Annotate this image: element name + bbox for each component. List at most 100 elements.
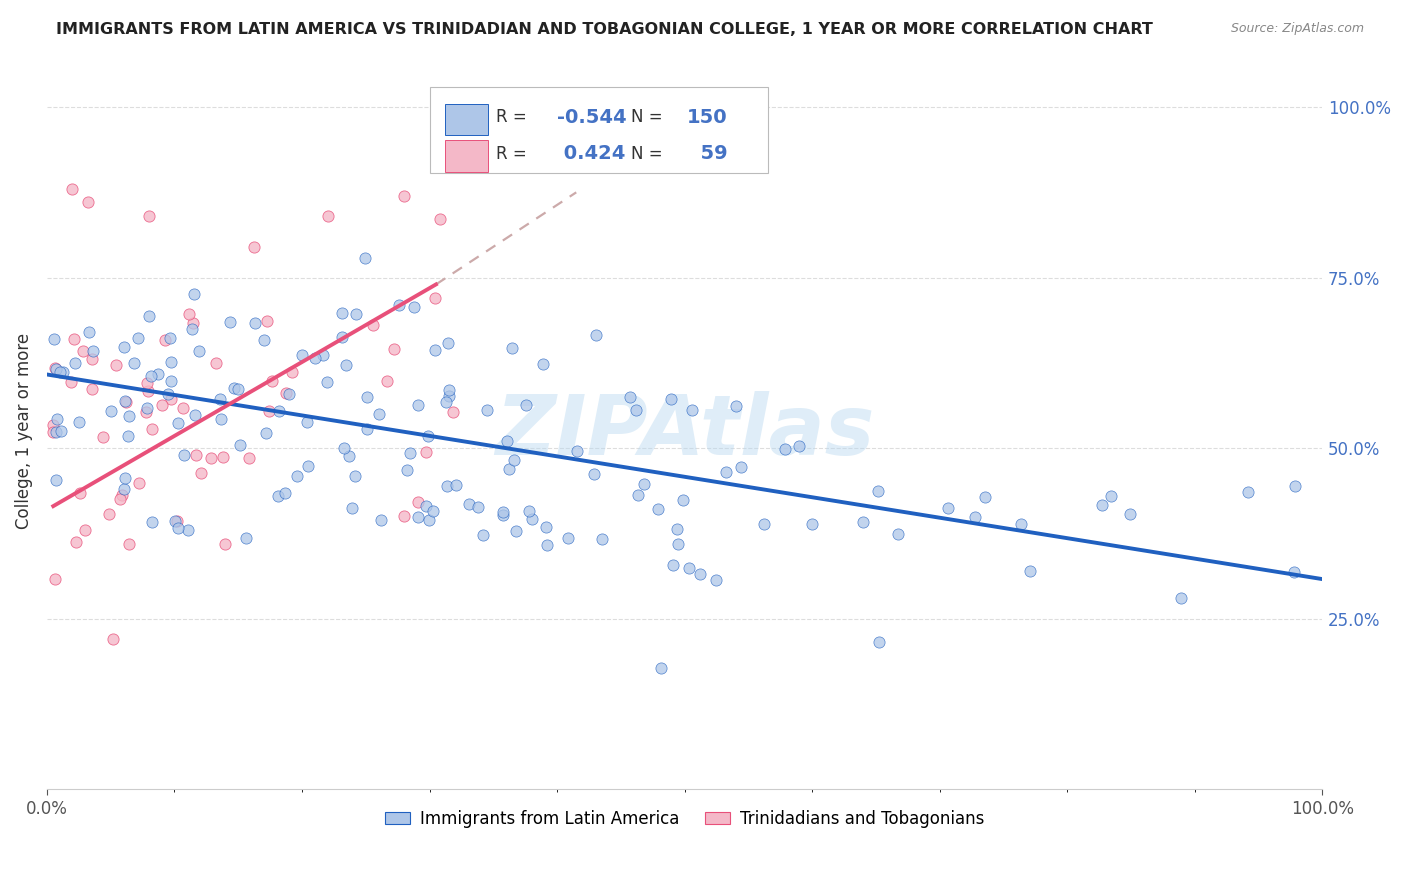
Point xyxy=(567,444,589,458)
Point xyxy=(184,448,207,462)
Point xyxy=(52,365,75,379)
Point xyxy=(180,322,202,336)
Point xyxy=(114,394,136,409)
Point xyxy=(260,374,283,388)
Point xyxy=(150,398,173,412)
Point xyxy=(60,182,83,196)
Point xyxy=(422,504,444,518)
Text: ZIPAtlas: ZIPAtlas xyxy=(495,391,875,472)
Text: 59: 59 xyxy=(688,145,728,163)
Point xyxy=(139,369,162,384)
Point xyxy=(256,314,278,328)
Point xyxy=(536,538,558,552)
Point xyxy=(204,356,226,370)
Point xyxy=(77,325,100,339)
Point xyxy=(370,513,392,527)
Point xyxy=(517,504,540,518)
Point xyxy=(787,439,810,453)
Point xyxy=(585,328,607,343)
Point xyxy=(681,403,703,417)
Point xyxy=(356,422,378,436)
Point xyxy=(167,521,190,535)
Point xyxy=(200,450,222,465)
Point xyxy=(354,251,377,265)
Point xyxy=(415,500,437,514)
Point xyxy=(441,405,464,419)
Point xyxy=(229,437,252,451)
Point xyxy=(297,415,319,429)
Point xyxy=(650,661,672,675)
Point xyxy=(118,537,141,551)
Point xyxy=(91,430,114,444)
Point xyxy=(254,425,277,440)
Point xyxy=(505,524,527,538)
Point xyxy=(439,383,461,397)
Point xyxy=(267,489,290,503)
Point xyxy=(117,429,139,443)
Point xyxy=(624,402,647,417)
Point xyxy=(429,212,451,227)
Point xyxy=(627,487,650,501)
Point xyxy=(159,392,181,407)
Point xyxy=(118,409,141,424)
Point xyxy=(418,513,440,527)
Point xyxy=(80,352,103,367)
Point xyxy=(114,471,136,485)
Point xyxy=(82,343,104,358)
Point xyxy=(672,492,695,507)
Point xyxy=(754,517,776,532)
Point xyxy=(724,399,747,413)
Point xyxy=(416,429,439,443)
Point xyxy=(498,461,520,475)
Point xyxy=(242,240,264,254)
Point xyxy=(406,495,429,509)
Point xyxy=(122,356,145,370)
Point xyxy=(800,516,823,531)
Point xyxy=(146,367,169,381)
Point xyxy=(415,444,437,458)
Point xyxy=(188,344,211,359)
Text: N =: N = xyxy=(631,109,668,127)
Point xyxy=(471,528,494,542)
Point xyxy=(399,445,422,459)
Point xyxy=(330,306,353,320)
Point xyxy=(111,488,134,502)
Point xyxy=(181,316,204,330)
Point xyxy=(963,510,986,524)
Point xyxy=(103,632,125,647)
Point xyxy=(662,558,685,572)
Point xyxy=(45,473,67,487)
Point xyxy=(1170,591,1192,606)
Point xyxy=(382,343,405,357)
Point xyxy=(108,491,131,506)
Point xyxy=(228,383,250,397)
Point xyxy=(868,634,890,648)
Text: Source: ZipAtlas.com: Source: ZipAtlas.com xyxy=(1230,22,1364,36)
Text: IMMIGRANTS FROM LATIN AMERICA VS TRINIDADIAN AND TOBAGONIAN COLLEGE, 1 YEAR OR M: IMMIGRANTS FROM LATIN AMERICA VS TRINIDA… xyxy=(56,22,1153,37)
Point xyxy=(678,561,700,575)
Text: R =: R = xyxy=(496,145,531,163)
FancyBboxPatch shape xyxy=(444,103,488,136)
Point xyxy=(936,500,959,515)
Point xyxy=(404,301,426,315)
Point xyxy=(177,307,200,321)
Point xyxy=(333,441,356,455)
Y-axis label: College, 1 year or more: College, 1 year or more xyxy=(15,333,32,529)
Point xyxy=(396,462,419,476)
Point xyxy=(156,387,179,401)
Point xyxy=(224,381,246,395)
Point xyxy=(100,404,122,418)
Point xyxy=(184,409,207,423)
Point xyxy=(167,416,190,430)
Point xyxy=(276,385,298,400)
Point xyxy=(291,348,314,362)
Text: -0.544: -0.544 xyxy=(557,108,627,127)
Point xyxy=(235,531,257,545)
Point xyxy=(60,375,83,389)
Point xyxy=(515,398,537,412)
Point xyxy=(375,374,398,388)
Point xyxy=(136,401,159,415)
Point xyxy=(257,404,280,418)
Point xyxy=(704,573,727,587)
Point xyxy=(887,527,910,541)
